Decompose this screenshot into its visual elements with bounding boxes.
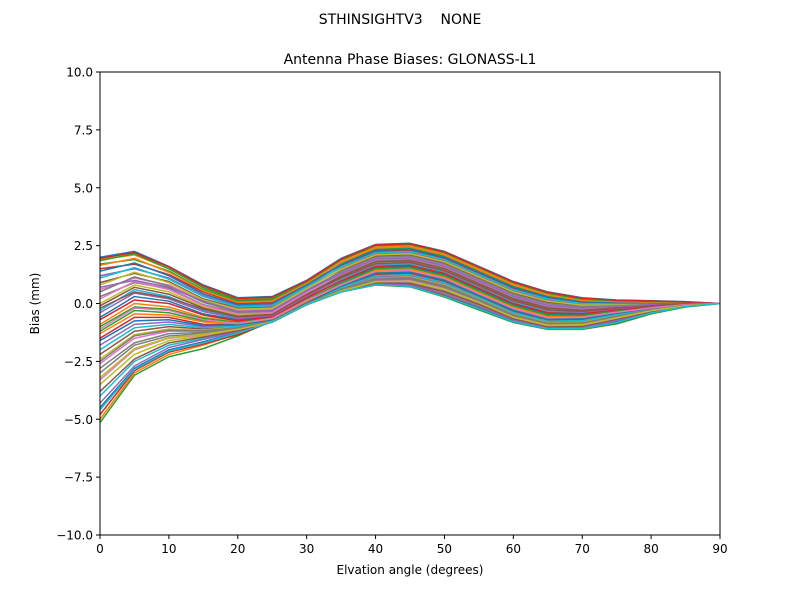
x-tick-label: 60: [506, 542, 521, 556]
y-tick-label: −10.0: [56, 529, 93, 543]
series-line-az-245: [99, 284, 721, 411]
series-line-az-235: [99, 276, 721, 362]
x-tick-label: 30: [299, 542, 314, 556]
series-line-az-215: [99, 243, 721, 305]
x-axis-label: Elvation angle (degrees): [337, 563, 484, 577]
series-layer: [99, 242, 721, 424]
y-tick-label: −5.0: [64, 413, 93, 427]
y-tick-label: −7.5: [64, 471, 93, 485]
series-line-az-190: [99, 252, 721, 311]
series-line-az-150: [99, 271, 721, 342]
x-tick-label: 0: [96, 542, 104, 556]
x-tick-label: 90: [712, 542, 727, 556]
x-axis-ticks: 0 10 20 30 40 50 60 70 80 90: [96, 535, 728, 556]
x-tick-label: 20: [230, 542, 245, 556]
y-axis-ticks: 10.0 7.5 5.0 2.5 0.0 −2.5 −5.0 −7.5 −10.0: [56, 66, 100, 543]
y-axis-label: Bias (mm): [28, 273, 42, 335]
x-tick-label: 10: [161, 542, 176, 556]
series-line-az-220: [99, 257, 720, 313]
figure-suptitle: STHINSIGHTV3 NONE: [319, 12, 482, 28]
y-tick-label: 0.0: [74, 297, 93, 311]
series-line-az-120: [99, 282, 721, 404]
series-line-az-230: [99, 269, 721, 330]
series-line-az-240: [99, 280, 721, 379]
series-line-az-160: [99, 266, 721, 328]
series-line-az-195: [99, 250, 721, 308]
y-tick-label: 7.5: [74, 123, 93, 137]
plot-frame: [99, 71, 721, 536]
series-line-az-205: [99, 246, 721, 305]
series-line-az-200: [99, 248, 721, 306]
x-tick-label: 40: [368, 542, 383, 556]
y-tick-label: −2.5: [64, 355, 93, 369]
y-tick-label: 10.0: [66, 66, 93, 80]
x-tick-label: 50: [437, 542, 452, 556]
series-line-az-225: [99, 261, 721, 318]
y-tick-label: 2.5: [74, 239, 93, 253]
chart-title: Antenna Phase Biases: GLONASS-L1: [284, 52, 537, 68]
series-line-az-145: [99, 273, 721, 351]
x-tick-label: 80: [643, 542, 658, 556]
y-tick-label: 5.0: [74, 181, 93, 195]
series-line-az-165: [99, 264, 721, 322]
series-line-az-125: [99, 281, 721, 393]
x-tick-label: 70: [575, 542, 590, 556]
